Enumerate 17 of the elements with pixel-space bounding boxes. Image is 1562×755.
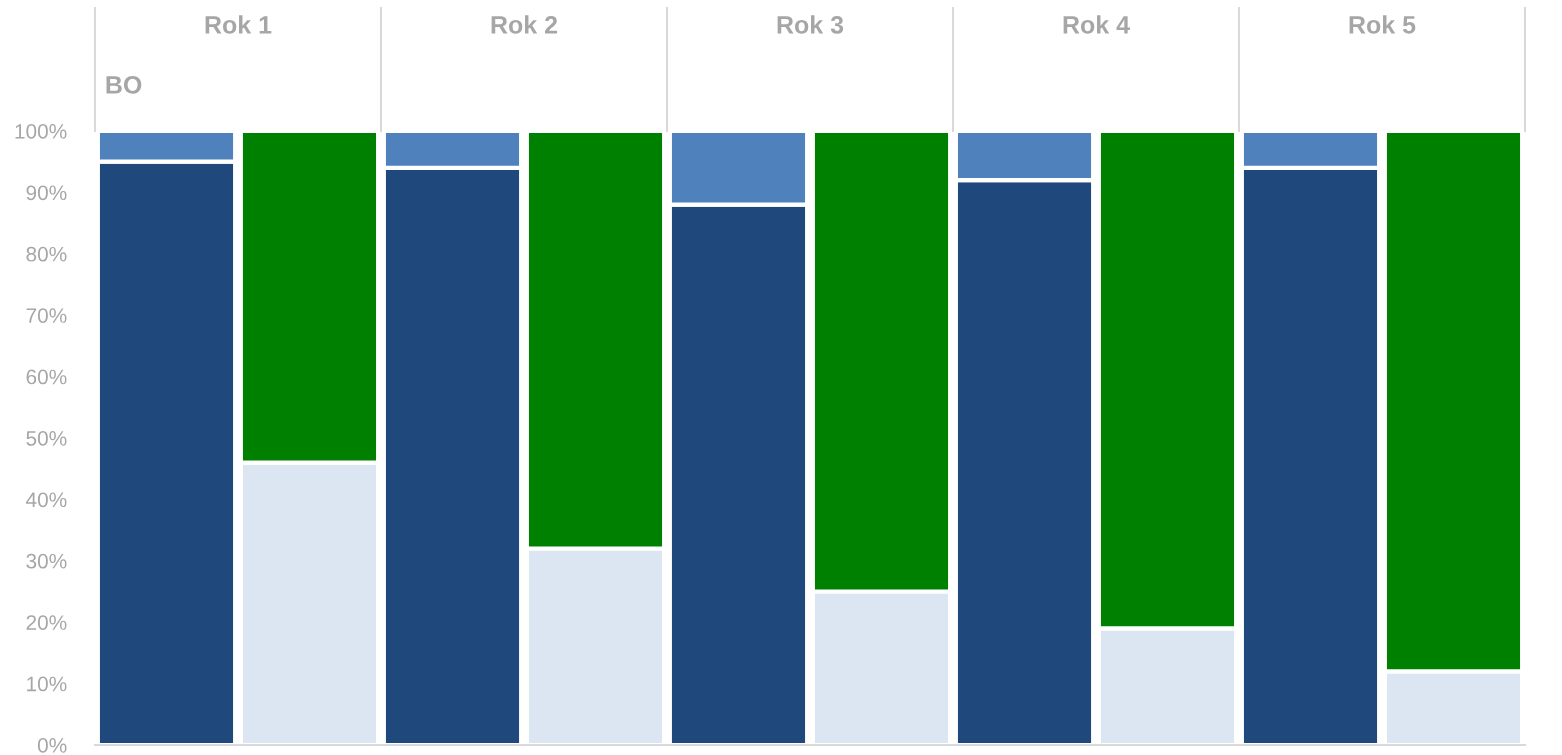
y-tick-label: 30%	[26, 553, 67, 569]
y-tick-label: 0%	[37, 738, 67, 753]
text: Rok 3	[777, 15, 844, 34]
y-tick-label: 60%	[26, 369, 67, 385]
y-tick-label: 100%	[15, 124, 67, 139]
text: Rok 2	[491, 15, 558, 34]
y-tick-label: 90%	[26, 185, 67, 201]
text: BO	[106, 76, 142, 94]
y-tick-label: 50%	[26, 431, 67, 446]
y-tick-label: 70%	[26, 308, 67, 323]
y-tick-label: 20%	[26, 615, 67, 630]
y-tick-label: 40%	[26, 492, 67, 508]
y-tick-label: 10%	[27, 676, 67, 692]
y-tick-label: 80%	[26, 246, 67, 262]
text: Rok 1	[205, 15, 272, 34]
text: Rok 4	[1063, 15, 1130, 34]
text: Rok 5	[1349, 15, 1416, 34]
